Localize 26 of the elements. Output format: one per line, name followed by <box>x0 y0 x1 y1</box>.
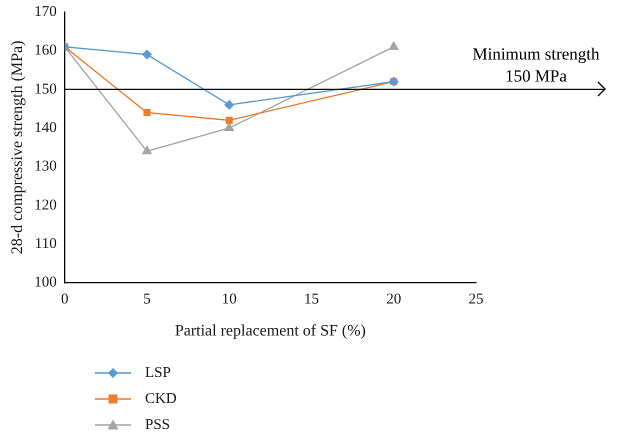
point <box>143 109 150 116</box>
x-axis-title: Partial replacement of SF (%) <box>174 322 366 340</box>
y-tick-label: 120 <box>34 197 57 214</box>
x-tick-label: 10 <box>222 292 237 308</box>
x-tick-label: 5 <box>143 292 151 308</box>
x-tick-label: 15 <box>304 292 319 308</box>
point <box>142 50 152 60</box>
legend-label: CKD <box>145 390 177 408</box>
y-tick-label: 140 <box>34 120 57 136</box>
legend-label: PSS <box>145 416 170 434</box>
point <box>142 145 152 154</box>
ref-line-label: Minimum strength 150 MPa <box>472 44 600 86</box>
y-tick-label: 130 <box>34 158 57 175</box>
x-tick-label: 25 <box>468 292 484 308</box>
y-tick-label: 160 <box>34 42 57 59</box>
x-tick-label: 20 <box>386 292 402 308</box>
y-tick-label: 170 <box>34 4 57 20</box>
y-tick-label: 110 <box>34 236 57 252</box>
y-tick-label: 100 <box>34 274 57 291</box>
point <box>226 116 233 124</box>
y-tick-label: 150 <box>34 81 57 98</box>
y-axis-title: 28-d compressive strength (MPa) <box>8 40 26 254</box>
point <box>224 122 234 132</box>
x-tick-label: 0 <box>60 292 68 308</box>
legend-label: LSP <box>145 364 171 382</box>
point <box>224 100 234 110</box>
